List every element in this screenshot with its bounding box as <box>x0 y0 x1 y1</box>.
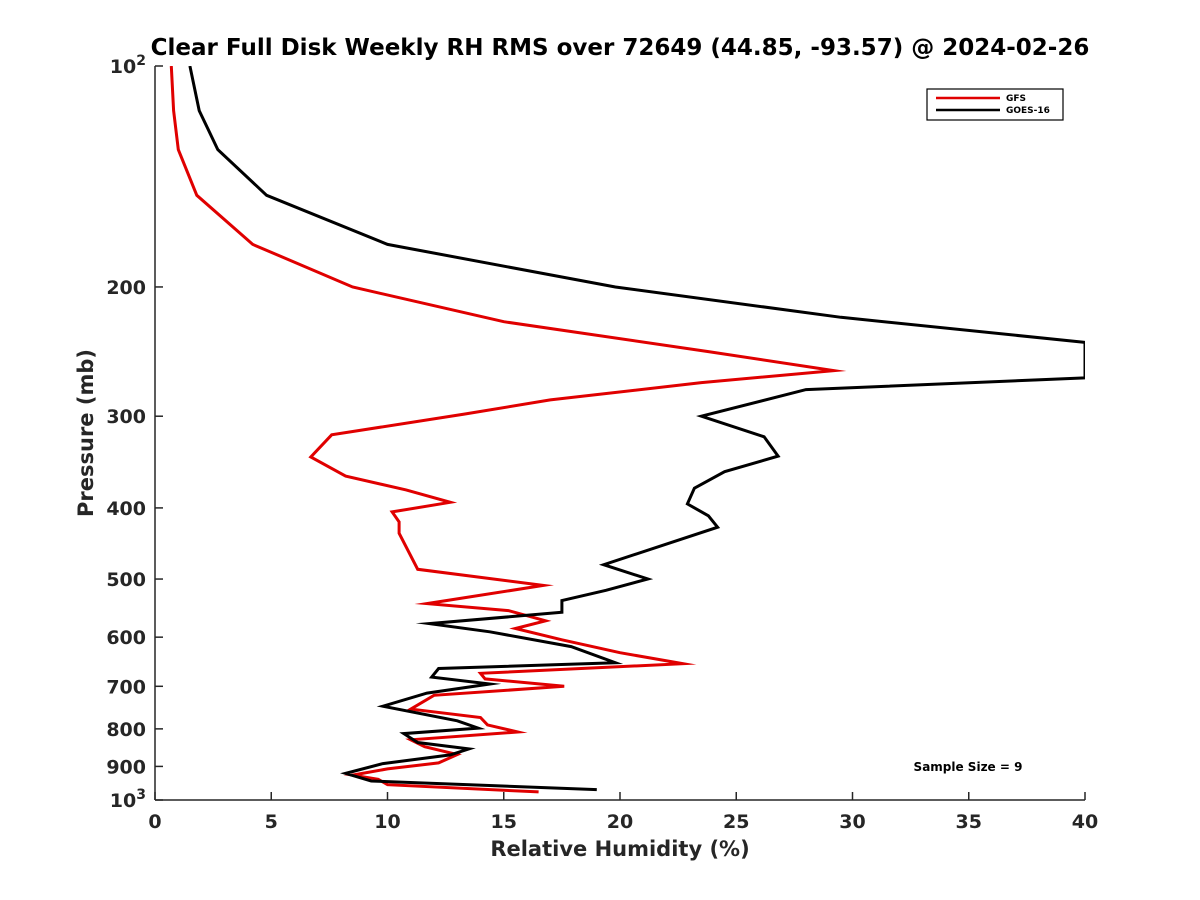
x-axis-label: Relative Humidity (%) <box>490 837 749 861</box>
x-tick-label: 25 <box>723 811 749 833</box>
y-tick-label: 700 <box>106 676 146 698</box>
x-tick-label: 10 <box>374 811 400 833</box>
y-tick-label: 200 <box>106 277 146 299</box>
x-tick-label: 0 <box>148 811 161 833</box>
y-tick-label: 400 <box>106 498 146 520</box>
series-line-goes16 <box>188 66 1085 792</box>
y-tick-label: 500 <box>106 569 146 591</box>
y-tick-label: 900 <box>106 756 146 778</box>
y-axis-label: Pressure (mb) <box>74 349 98 517</box>
x-tick-label: 35 <box>956 811 982 833</box>
y-tick-label: 102 <box>110 53 146 78</box>
x-tick-label: 5 <box>265 811 278 833</box>
x-tick-label: 40 <box>1072 811 1098 833</box>
legend-label-gfs: GFS <box>1006 94 1026 104</box>
y-tick-label: 600 <box>106 627 146 649</box>
y-tick-label: 300 <box>106 406 146 428</box>
x-tick-label: 20 <box>607 811 633 833</box>
x-tick-label: 30 <box>839 811 865 833</box>
legend-box <box>926 88 1064 121</box>
legend: GFS GOES-16 <box>926 88 1064 121</box>
sample-size-annotation: Sample Size = 9 <box>914 760 1023 774</box>
y-tick-label: 103 <box>110 787 146 812</box>
chart-title: Clear Full Disk Weekly RH RMS over 72649… <box>151 35 1090 61</box>
series-layer <box>169 66 1085 794</box>
legend-label-goes16: GOES-16 <box>1006 106 1050 116</box>
y-tick-label: 800 <box>106 719 146 741</box>
x-tick-label: 15 <box>491 811 517 833</box>
axes-layer: 0 5 10 15 20 25 30 35 40 102 200 300 400 500 600 700 800… <box>106 53 1098 833</box>
